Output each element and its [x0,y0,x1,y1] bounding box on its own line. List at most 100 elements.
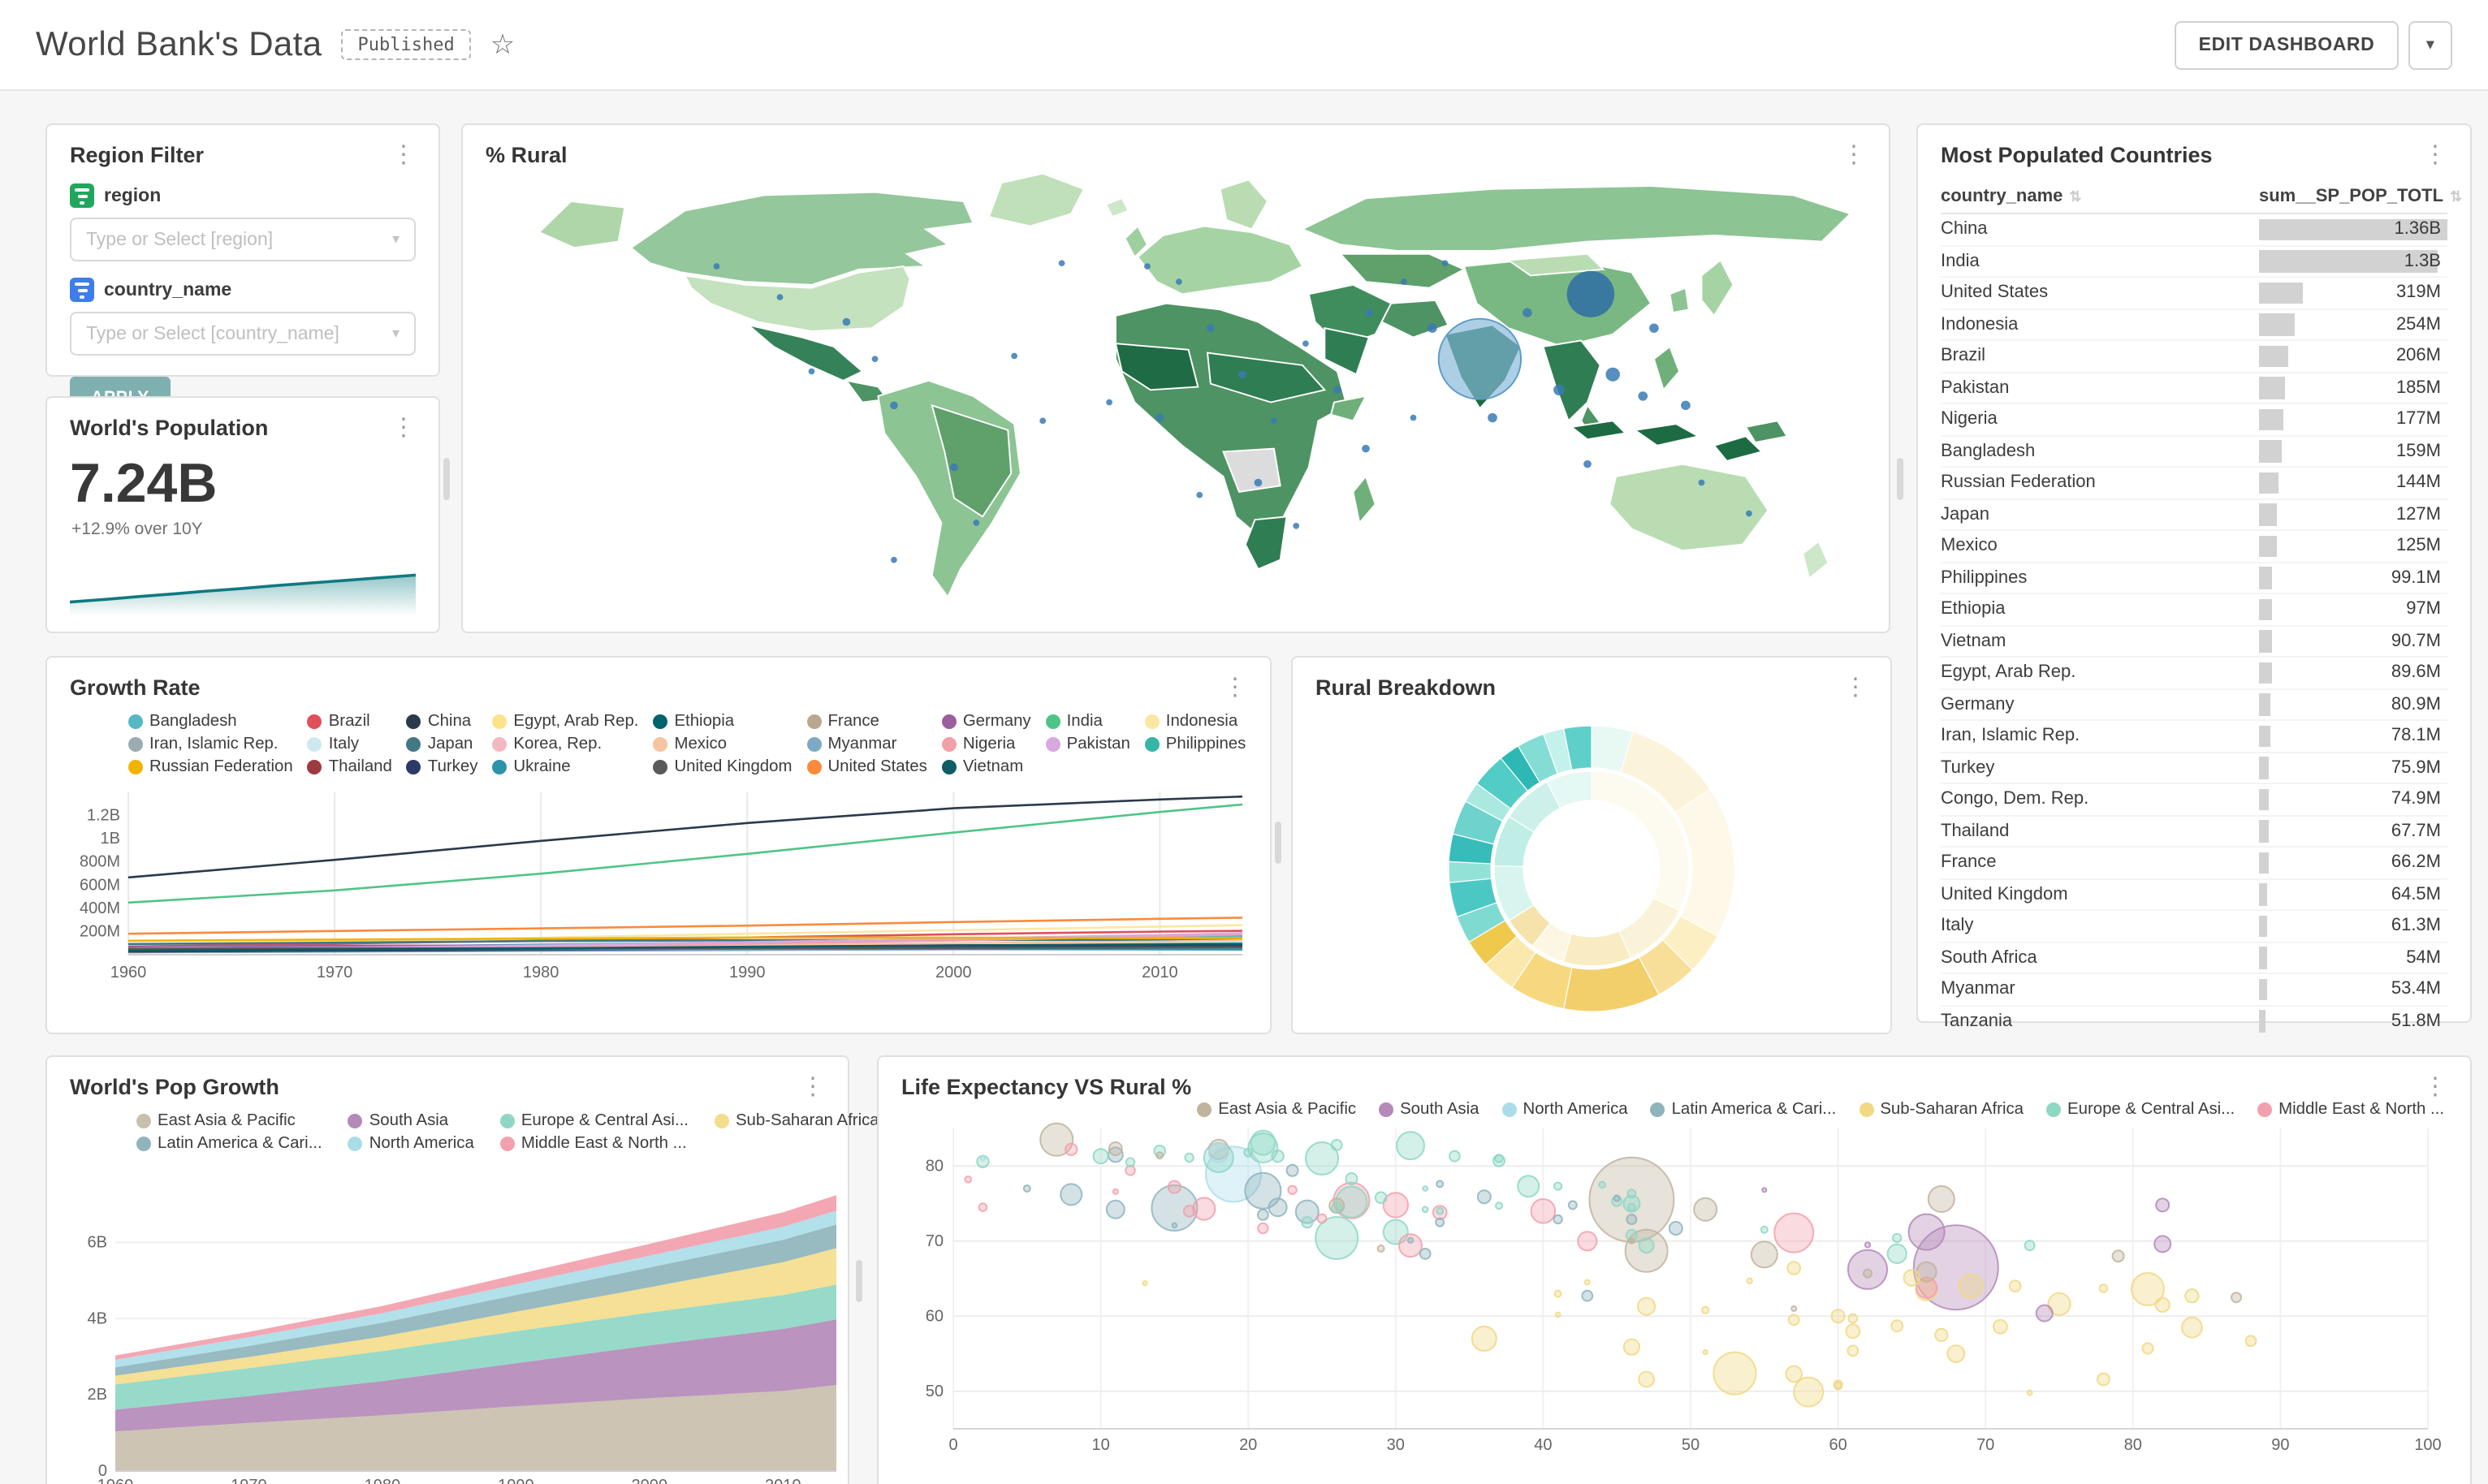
kebab-menu-icon[interactable]: ⋮ [1843,674,1868,701]
resize-handle[interactable] [1275,822,1281,864]
table-row[interactable]: Thailand 67.7M [1941,816,2447,848]
table-row[interactable]: Nigeria 177M [1941,404,2447,436]
population-cell: 206M [2259,341,2447,371]
legend-item[interactable]: Russian Federation [128,758,293,776]
table-row[interactable]: Pakistan 185M [1941,373,2447,404]
table-row[interactable]: Iran, Islamic Rep. 78.1M [1941,721,2447,753]
resize-handle[interactable] [856,1260,862,1302]
legend-item[interactable]: India [1045,713,1130,731]
table-row[interactable]: Germany 80.9M [1941,689,2447,721]
legend-item[interactable]: Latin America & Cari... [1650,1101,1836,1119]
rural-breakdown-chart[interactable] [1309,703,1874,1025]
population-cell: 1.3B [2259,246,2447,276]
table-row[interactable]: Russian Federation 144M [1941,468,2447,499]
table-row[interactable]: South Africa 54M [1941,943,2447,974]
table-row[interactable]: France 66.2M [1941,848,2447,879]
legend-item[interactable]: Myanmar [806,736,927,753]
kebab-menu-icon[interactable]: ⋮ [391,414,416,442]
table-row[interactable]: Bangladesh 159M [1941,436,2447,468]
legend-item[interactable]: Iran, Islamic Rep. [128,736,293,753]
legend-item[interactable]: Europe & Central Asi... [2046,1101,2235,1119]
table-row[interactable]: Tanzania 51.8M [1941,1006,2447,1038]
legend-item[interactable]: Germany [941,713,1031,731]
legend-item[interactable]: Nigeria [941,736,1031,753]
table-row[interactable]: India 1.3B [1941,246,2447,278]
legend-item[interactable]: Ukraine [492,758,638,776]
resize-handle[interactable] [1897,458,1903,500]
legend-item[interactable]: Thailand [307,758,392,776]
table-row[interactable]: United States 319M [1941,278,2447,309]
legend-item[interactable]: Middle East & North ... [2257,1101,2444,1119]
kebab-menu-icon[interactable]: ⋮ [1842,141,1866,169]
country-name-select[interactable]: Type or Select [country_name] ▾ [70,312,416,356]
legend-item[interactable]: Italy [307,736,392,753]
growth-rate-chart[interactable]: 1960 1970 1980 1990 2000 2010 200M 400M 600M 800M… [60,779,1262,994]
table-row[interactable]: Mexico 125M [1941,531,2447,563]
legend-item[interactable]: Sub-Saharan Africa [714,1112,879,1130]
country-cell: Italy [1941,916,1974,936]
population-cell: 54M [2259,943,2447,973]
country-cell: Congo, Dem. Rep. [1941,789,2089,809]
table-row[interactable]: Turkey 75.9M [1941,753,2447,784]
legend-item[interactable]: China [406,713,478,731]
legend-item[interactable]: Indonesia [1144,713,1246,731]
legend-item[interactable]: France [806,713,927,731]
kebab-menu-icon[interactable]: ⋮ [391,141,416,169]
legend-item[interactable]: Mexico [653,736,792,753]
column-header-population[interactable]: sum__SP_POP_TOTL ⇅ [2259,187,2463,206]
table-row[interactable]: China 1.36B [1941,214,2447,246]
legend-item[interactable]: United States [806,758,927,776]
legend-item[interactable]: Brazil [307,713,392,731]
country-cell: Egypt, Arab Rep. [1941,662,2076,683]
table-row[interactable]: United Kingdom 64.5M [1941,879,2447,911]
legend-item[interactable]: Sub-Saharan Africa [1859,1101,2024,1119]
legend-item[interactable]: Ethiopia [653,713,792,731]
legend-item[interactable]: Bangladesh [128,713,293,731]
resize-handle[interactable] [443,458,450,500]
kebab-menu-icon[interactable]: ⋮ [2423,141,2447,169]
legend-item[interactable]: Vietnam [941,758,1031,776]
legend-item[interactable]: Turkey [406,758,477,776]
table-row[interactable]: Congo, Dem. Rep. 74.9M [1941,784,2447,816]
table-row[interactable]: Vietnam 90.7M [1941,626,2447,658]
table-row[interactable]: Indonesia 254M [1941,309,2447,341]
legend-item[interactable]: Philippines [1144,736,1246,753]
legend-item[interactable]: East Asia & Pacific [136,1112,322,1130]
dashboard-menu-button[interactable]: ▾ [2408,20,2452,69]
legend-item[interactable]: South Asia [348,1112,474,1130]
svg-text:1B: 1B [101,830,120,848]
table-row[interactable]: Brazil 206M [1941,341,2447,373]
table-row[interactable]: Japan 127M [1941,499,2447,531]
kebab-menu-icon[interactable]: ⋮ [801,1073,825,1101]
table-row[interactable]: Myanmar 53.4M [1941,974,2447,1006]
edit-dashboard-button[interactable]: EDIT DASHBOARD [2174,20,2399,69]
region-select[interactable]: Type or Select [region] ▾ [70,218,416,261]
table-row[interactable]: Philippines 99.1M [1941,563,2447,594]
world-map[interactable] [479,170,1872,619]
legend-item[interactable]: Egypt, Arab Rep. [492,713,638,731]
legend-item[interactable]: United Kingdom [653,758,792,776]
legend-item[interactable]: Japan [406,736,478,753]
pop-growth-chart[interactable]: 0 2B 4B 6B 1960 1970 1980 1990 2000 2010 [54,1159,849,1484]
favorite-star-icon[interactable]: ☆ [490,28,516,59]
kebab-menu-icon[interactable]: ⋮ [1223,674,1247,701]
legend-dot-icon [1859,1102,1874,1117]
legend-item[interactable]: South Asia [1379,1101,1479,1119]
column-header-country[interactable]: country_name ⇅ [1941,187,2082,206]
legend-item[interactable]: Latin America & Cari... [136,1135,322,1153]
legend-item[interactable]: Korea, Rep. [492,736,638,753]
legend-item[interactable]: East Asia & Pacific [1197,1101,1356,1119]
legend-item[interactable]: North America [1501,1101,1628,1119]
table-row[interactable]: Egypt, Arab Rep. 89.6M [1941,658,2447,689]
table-row[interactable]: Ethiopia 97M [1941,594,2447,626]
table-row[interactable]: Italy 61.3M [1941,911,2447,943]
population-cell: 144M [2259,468,2447,498]
population-cell: 185M [2259,373,2447,403]
kebab-menu-icon[interactable]: ⋮ [2423,1073,2447,1101]
legend-item[interactable]: Pakistan [1045,736,1130,753]
legend-item[interactable]: Europe & Central Asi... [499,1112,689,1130]
legend-item[interactable]: Middle East & North ... [499,1135,689,1153]
life-expectancy-chart[interactable]: 50 60 70 80 0 10 20 30 40 50 60 70 80 90 100 [901,1112,2460,1460]
country-cell: United Kingdom [1941,884,2068,904]
legend-item[interactable]: North America [348,1135,474,1153]
